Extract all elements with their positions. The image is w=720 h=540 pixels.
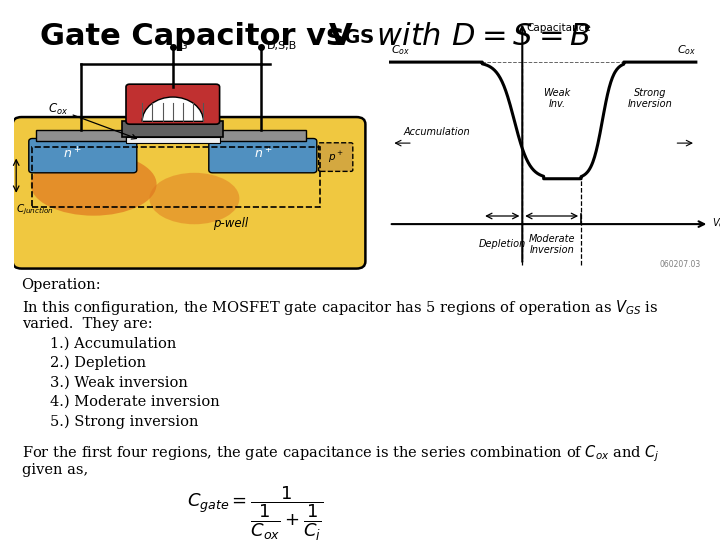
Text: $C_{gate} = \dfrac{1}{\dfrac{1}{C_{ox}}+\dfrac{1}{C_j}}$: $C_{gate} = \dfrac{1}{\dfrac{1}{C_{ox}}+… (187, 484, 324, 540)
Text: Weak
Inv.: Weak Inv. (544, 88, 571, 110)
Text: $n^+$: $n^+$ (63, 146, 81, 162)
FancyBboxPatch shape (13, 117, 366, 268)
Text: G: G (179, 40, 186, 51)
Text: $C_{ox}$: $C_{ox}$ (677, 43, 696, 57)
FancyBboxPatch shape (209, 138, 317, 173)
Text: p-well: p-well (213, 217, 248, 230)
Text: Strong
Inversion: Strong Inversion (628, 88, 672, 110)
Text: 5.) Strong inversion: 5.) Strong inversion (50, 414, 199, 429)
Text: $\mathit{with}$ $\mathit{D=S=B}$: $\mathit{with}$ $\mathit{D=S=B}$ (366, 22, 590, 51)
Text: 3.) Weak inversion: 3.) Weak inversion (50, 375, 188, 389)
Text: Moderate
Inversion: Moderate Inversion (528, 234, 575, 255)
Text: Accumulation: Accumulation (403, 127, 470, 137)
Text: $\mathbf{GS}$: $\mathbf{GS}$ (343, 28, 374, 47)
Text: varied.  They are:: varied. They are: (22, 317, 152, 331)
Bar (126, 137, 220, 143)
Bar (122, 122, 223, 137)
Text: $\mathbf{V}$: $\mathbf{V}$ (328, 22, 353, 51)
Text: 4.) Moderate inversion: 4.) Moderate inversion (50, 395, 220, 409)
Text: Gate Capacitor vs: Gate Capacitor vs (40, 22, 344, 51)
Text: $p^+$: $p^+$ (328, 150, 344, 165)
Bar (36, 131, 126, 141)
Text: 2.) Depletion: 2.) Depletion (50, 356, 147, 370)
Text: $C_{ox}$: $C_{ox}$ (392, 43, 410, 57)
Bar (32, 147, 320, 207)
Ellipse shape (31, 153, 157, 215)
Text: $C_{ox}$: $C_{ox}$ (48, 102, 137, 139)
FancyBboxPatch shape (319, 143, 353, 171)
Text: D,S,B: D,S,B (266, 40, 297, 51)
Wedge shape (143, 97, 204, 122)
Text: Operation:: Operation: (22, 278, 102, 292)
Text: 1.) Accumulation: 1.) Accumulation (50, 336, 177, 350)
Text: Capacitance: Capacitance (526, 23, 591, 33)
Bar (216, 131, 306, 141)
Text: In this configuration, the MOSFET gate capacitor has 5 regions of operation as $: In this configuration, the MOSFET gate c… (22, 298, 658, 316)
Text: 060207.03: 060207.03 (660, 260, 701, 269)
Text: $V_G\!-\!V_{D,S,B}$: $V_G\!-\!V_{D,S,B}$ (712, 217, 720, 232)
Text: For the first four regions, the gate capacitance is the series combination of $C: For the first four regions, the gate cap… (22, 443, 660, 464)
FancyBboxPatch shape (126, 84, 220, 124)
Text: $C_{junction}$: $C_{junction}$ (16, 203, 54, 217)
Text: Depletion: Depletion (479, 239, 526, 249)
Text: $n^+$: $n^+$ (253, 146, 272, 162)
Text: given as,: given as, (22, 463, 88, 477)
FancyBboxPatch shape (29, 138, 137, 173)
Ellipse shape (150, 173, 240, 224)
